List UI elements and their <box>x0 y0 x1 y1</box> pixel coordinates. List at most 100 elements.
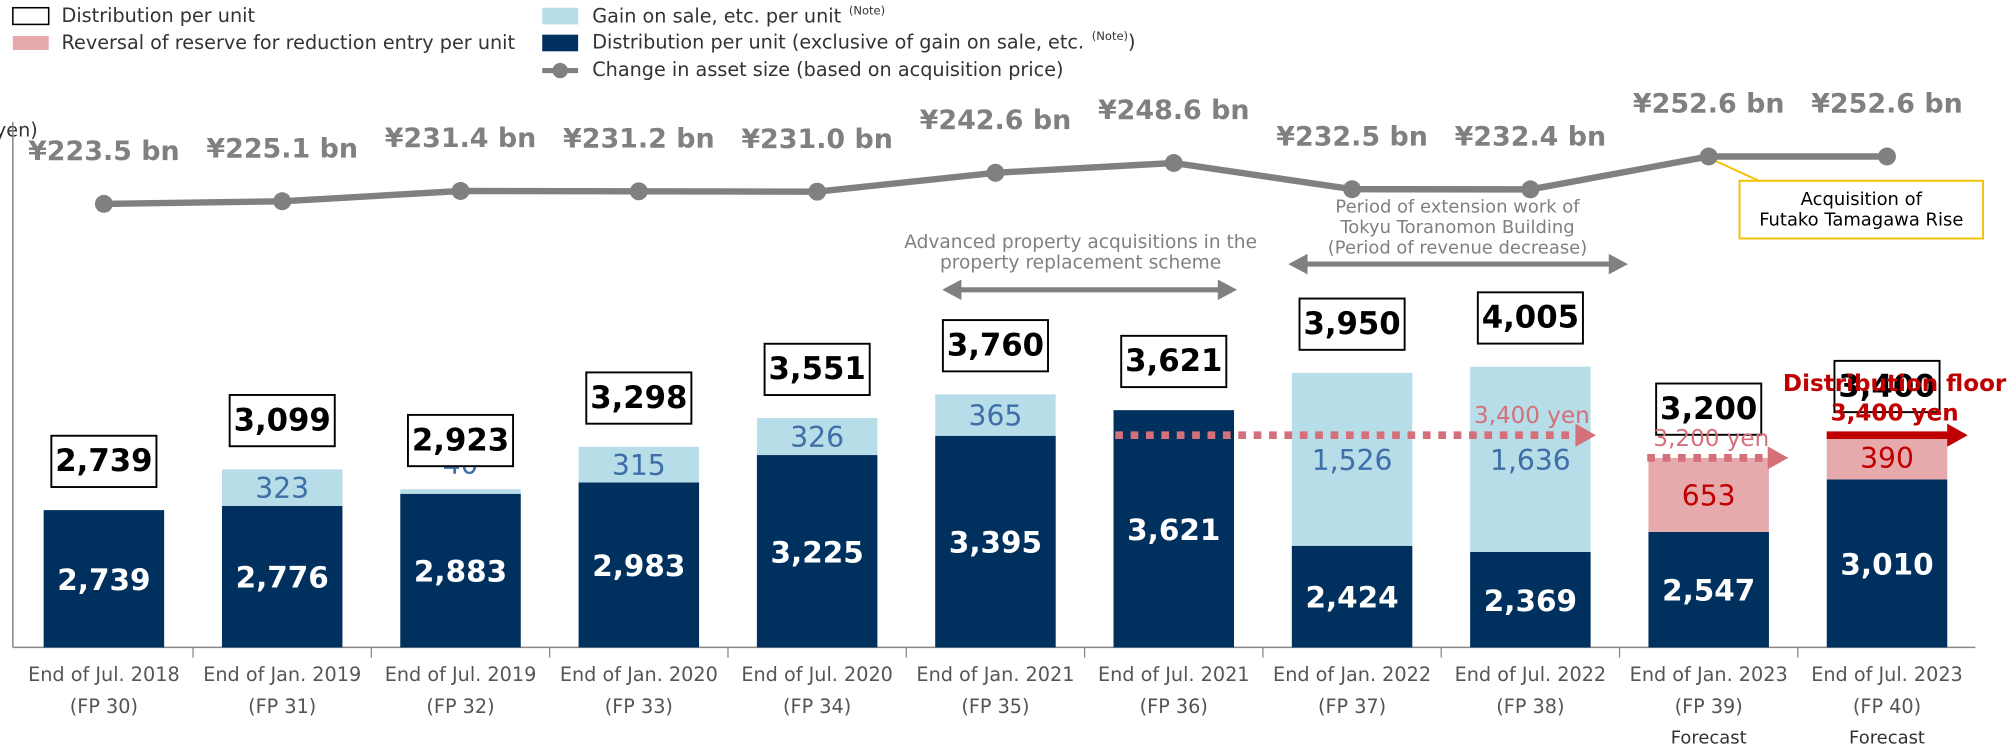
total-label: 3,760 <box>947 327 1044 363</box>
total-label: 3,298 <box>590 380 687 416</box>
legend-label: Distribution per unit (exclusive of gain… <box>592 28 1135 52</box>
line-point <box>808 182 827 201</box>
bar-segment <box>43 510 165 648</box>
total-box <box>406 413 515 468</box>
data-label: 2,776 <box>236 561 329 595</box>
bar-segment <box>1291 545 1413 648</box>
bar-segment <box>1826 479 1948 648</box>
bar-segment <box>578 446 700 483</box>
legend-text: Distribution per unit (exclusive of gain… <box>592 30 1084 53</box>
data-label: 3,225 <box>771 535 864 569</box>
line-point <box>451 182 470 200</box>
data-label: 3,395 <box>949 526 1042 560</box>
legend-swatch <box>12 35 49 51</box>
line-point <box>986 163 1005 182</box>
x-tick-label: (FP 30) <box>70 695 138 718</box>
bar-segment <box>756 455 878 648</box>
reference-label: 3,400 yen <box>1831 401 1959 427</box>
reference-arrowhead <box>1767 446 1789 470</box>
legend-swatch <box>542 7 579 25</box>
total-label: 2,739 <box>55 443 152 479</box>
annotation: Tokyu Toranomon Building <box>1339 217 1574 238</box>
x-tick-label: End of Jan. 2019 <box>203 663 361 686</box>
annotation: Period of extension work of <box>1335 197 1580 218</box>
reference-title: Distribution floor <box>1783 371 2007 397</box>
legend-swatch <box>552 62 568 79</box>
x-tick-label: (FP 36) <box>1140 695 1208 718</box>
total-box <box>941 319 1049 373</box>
legend-label: Change in asset size (based on acquisiti… <box>592 58 1063 81</box>
data-label: 2,983 <box>592 549 685 583</box>
x-tick-label: (FP 39) <box>1675 695 1743 718</box>
total-label: 3,099 <box>234 402 331 438</box>
total-label: 3,200 <box>1660 391 1757 427</box>
annotation: (Period of revenue decrease) <box>1328 238 1587 259</box>
data-label: 3,621 <box>1127 513 1220 547</box>
data-label: ¥232.4 bn <box>1455 122 1607 153</box>
x-tick-note: Forecast <box>1849 727 1925 748</box>
legend-swatch <box>542 34 579 52</box>
data-label: ¥252.6 bn <box>1811 89 1963 120</box>
x-tick-label: End of Jul. 2019 <box>385 663 537 686</box>
bar-segment <box>578 482 700 648</box>
data-label: 2,547 <box>1662 574 1755 608</box>
total-box <box>763 342 871 396</box>
legend-label: Gain on sale, etc. per unit (Note) <box>592 3 885 27</box>
data-label: 2,883 <box>414 555 507 589</box>
line-point <box>1699 147 1718 166</box>
x-tick-label: End of Jan. 2020 <box>560 663 718 686</box>
data-label: ¥225.1 bn <box>206 133 358 164</box>
bar-segment <box>1648 457 1769 532</box>
x-tick-label: (FP 35) <box>961 695 1029 718</box>
data-label: 315 <box>612 449 666 482</box>
data-label: ¥223.5 bn <box>28 136 180 167</box>
bar-segment <box>756 418 878 456</box>
reference-arrowhead <box>1575 423 1596 447</box>
data-label: ¥232.5 bn <box>1276 121 1428 152</box>
bar-segment <box>1113 410 1235 648</box>
line-point <box>1343 180 1362 199</box>
legend-swatch <box>12 6 50 26</box>
x-tick-label: End of Jul. 2018 <box>28 663 180 686</box>
total-label: 3,621 <box>1125 343 1222 379</box>
bar-segment <box>1648 531 1769 648</box>
callout-leader <box>1710 158 1760 182</box>
total-label: 4,005 <box>1482 300 1579 336</box>
data-label: ¥252.6 bn <box>1633 89 1785 120</box>
bar-segment <box>1470 366 1591 553</box>
data-label: ¥242.6 bn <box>920 105 1072 136</box>
x-tick-label: End of Jan. 2021 <box>916 663 1074 686</box>
y-axis-label: yen) <box>0 118 38 141</box>
bar-segment <box>1826 435 1948 480</box>
legend-note: (Note) <box>849 3 885 17</box>
legend-text: ) <box>1128 30 1136 53</box>
data-label: 365 <box>969 400 1023 433</box>
data-label: 2,369 <box>1484 584 1577 618</box>
total-box <box>1120 334 1228 389</box>
total-label: 3,400 <box>1838 368 1935 404</box>
line-point <box>1521 180 1540 199</box>
data-label: 2,424 <box>1305 581 1398 615</box>
x-tick-label: (FP 37) <box>1318 695 1386 718</box>
data-label: ¥231.2 bn <box>563 124 715 155</box>
annotation: property replacement scheme <box>940 252 1221 273</box>
legend-text: Gain on sale, etc. per unit <box>592 4 841 27</box>
x-tick-label: End of Jul. 2023 <box>1811 663 1963 686</box>
line-point <box>1878 147 1896 166</box>
bar-segment <box>935 394 1056 436</box>
bar-segment <box>400 489 521 494</box>
total-box <box>50 434 158 488</box>
legend-label: Distribution per unit <box>62 4 256 27</box>
data-label: ¥231.4 bn <box>385 123 537 154</box>
data-label: 390 <box>1860 442 1914 475</box>
x-tick-label: End of Jul. 2021 <box>1098 663 1250 686</box>
data-label: 326 <box>790 421 844 454</box>
legend-label: Reversal of reserve for reduction entry … <box>62 31 516 54</box>
x-tick-label: End of Jul. 2020 <box>741 663 893 686</box>
data-label: 2,739 <box>57 563 150 597</box>
total-box <box>228 394 336 448</box>
total-box <box>1476 291 1584 345</box>
reference-label: 3,400 yen <box>1474 403 1590 429</box>
bar-segment <box>221 505 343 648</box>
